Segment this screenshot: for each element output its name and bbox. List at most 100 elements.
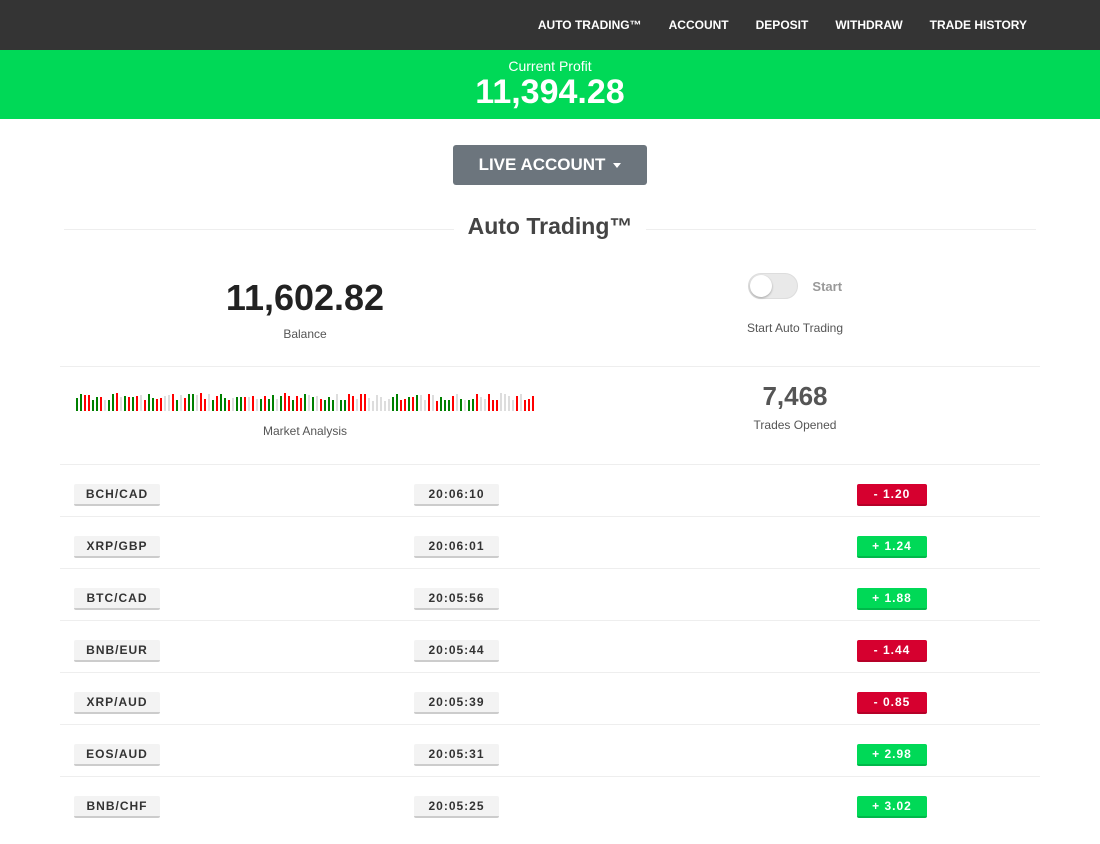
change-badge: + 3.02 xyxy=(857,796,927,818)
market-bar xyxy=(180,395,182,411)
market-analysis-panel: Market Analysis xyxy=(60,367,550,464)
change-badge: + 1.24 xyxy=(857,536,927,558)
market-bar xyxy=(332,400,334,411)
market-bar xyxy=(148,394,150,411)
market-bar xyxy=(376,395,378,411)
change-badge: + 1.88 xyxy=(857,588,927,610)
market-bar xyxy=(440,397,442,411)
profit-value: 11,394.28 xyxy=(475,73,625,111)
change-badge: + 2.98 xyxy=(857,744,927,766)
market-bar xyxy=(444,400,446,411)
market-bar xyxy=(472,399,474,411)
trade-row: XRP/AUD 20:05:39 - 0.85 xyxy=(60,672,1040,724)
trade-row: XRP/GBP 20:06:01 + 1.24 xyxy=(60,516,1040,568)
market-bar xyxy=(368,398,370,411)
time-badge: 20:05:25 xyxy=(414,796,499,818)
auto-trading-toggle[interactable] xyxy=(747,273,798,299)
market-bar xyxy=(184,398,186,411)
market-bar xyxy=(228,400,230,411)
market-bar xyxy=(484,399,486,411)
market-bar xyxy=(384,401,386,411)
market-bar xyxy=(168,395,170,411)
market-bar xyxy=(520,394,522,411)
market-bar xyxy=(500,393,502,411)
nav-trade-history[interactable]: TRADE HISTORY xyxy=(929,18,1027,32)
change-badge: - 1.44 xyxy=(857,640,927,662)
market-bar xyxy=(96,397,98,411)
market-bar xyxy=(248,397,250,411)
market-analysis-label: Market Analysis xyxy=(262,424,348,438)
market-bar xyxy=(344,400,346,411)
time-badge: 20:06:01 xyxy=(414,536,499,558)
trades-label: Trades Opened xyxy=(753,418,837,432)
market-bar xyxy=(532,396,534,411)
market-bar xyxy=(360,394,362,411)
market-bar xyxy=(164,396,166,411)
market-bar xyxy=(464,400,466,411)
nav-account[interactable]: ACCOUNT xyxy=(668,18,729,32)
market-bar xyxy=(404,399,406,411)
account-dropdown-button[interactable]: LIVE ACCOUNT xyxy=(453,145,647,185)
market-bar xyxy=(320,399,322,411)
market-bar xyxy=(120,397,122,411)
market-bar xyxy=(504,394,506,411)
trade-row: BCH/CAD 20:06:10 - 1.20 xyxy=(60,464,1040,516)
market-bar xyxy=(352,396,354,411)
nav-withdraw[interactable]: WITHDRAW xyxy=(835,18,903,32)
market-bar xyxy=(508,396,510,411)
trades-panel: 7,468 Trades Opened xyxy=(550,367,1040,464)
market-bar xyxy=(284,393,286,411)
market-bar xyxy=(328,397,330,411)
time-badge: 20:05:44 xyxy=(414,640,499,662)
nav-auto-trading[interactable]: AUTO TRADING™ xyxy=(537,18,642,32)
time-badge: 20:05:56 xyxy=(414,588,499,610)
section-header: Auto Trading™ xyxy=(64,213,1036,257)
market-bar xyxy=(256,399,258,411)
market-bar xyxy=(316,396,318,411)
market-bar xyxy=(104,400,106,411)
balance-value: 11,602.82 xyxy=(225,277,385,318)
market-bar xyxy=(448,400,450,411)
market-bar xyxy=(372,401,374,411)
market-bar xyxy=(212,400,214,411)
market-bar xyxy=(192,394,194,411)
account-label: LIVE ACCOUNT xyxy=(478,155,606,174)
market-bar xyxy=(436,401,438,411)
market-bar xyxy=(84,395,86,411)
market-bar xyxy=(108,400,110,411)
market-bar xyxy=(196,395,198,411)
balance-label: Balance xyxy=(283,327,327,341)
market-bar xyxy=(400,400,402,411)
market-bar xyxy=(324,400,326,411)
trade-row: EOS/AUD 20:05:31 + 2.98 xyxy=(60,724,1040,776)
trades-list: BCH/CAD 20:06:10 - 1.20 XRP/GBP 20:06:01 … xyxy=(60,464,1040,828)
nav-deposit[interactable]: DEPOSIT xyxy=(755,18,809,32)
market-bar xyxy=(516,396,518,411)
market-bar xyxy=(424,400,426,411)
market-bar xyxy=(224,398,226,411)
market-bar xyxy=(208,394,210,411)
market-bar xyxy=(308,395,310,411)
top-nav: AUTO TRADING™ ACCOUNT DEPOSIT WITHDRAW T… xyxy=(0,0,1100,50)
market-bar xyxy=(128,397,130,411)
pair-badge: BTC/CAD xyxy=(74,588,160,610)
toggle-label: Start xyxy=(812,278,843,294)
market-bar xyxy=(244,397,246,411)
market-bar xyxy=(292,400,294,411)
market-bar xyxy=(456,394,458,411)
market-bar xyxy=(124,396,126,411)
market-bar xyxy=(412,397,414,411)
market-bar xyxy=(204,399,206,411)
market-bar xyxy=(80,394,82,411)
market-bar xyxy=(396,394,398,411)
time-badge: 20:05:31 xyxy=(414,744,499,766)
market-bar xyxy=(380,397,382,411)
market-bar xyxy=(220,394,222,411)
market-bar xyxy=(156,399,158,411)
market-bar xyxy=(288,396,290,411)
pair-badge: XRP/AUD xyxy=(74,692,160,714)
trades-value: 7,468 xyxy=(762,381,828,411)
trade-row: BNB/EUR 20:05:44 - 1.44 xyxy=(60,620,1040,672)
market-bar xyxy=(476,394,478,411)
market-bar xyxy=(152,398,154,411)
